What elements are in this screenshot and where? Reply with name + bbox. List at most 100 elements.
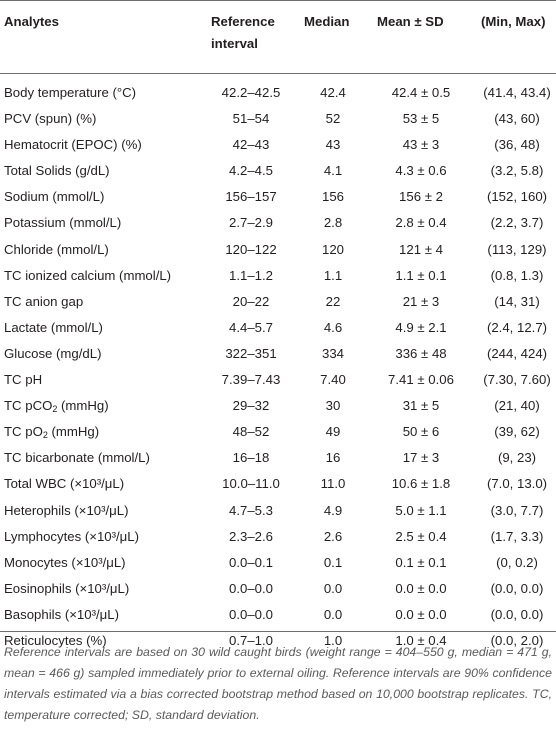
top-rule bbox=[0, 0, 556, 1]
cell-reference-interval: 120–122 bbox=[225, 241, 277, 257]
cell-reference-interval: 322–351 bbox=[225, 345, 277, 361]
cell-analyte: Hematocrit (EPOC) (%) bbox=[4, 137, 142, 153]
cell-median: 16 bbox=[325, 450, 341, 466]
table-container: Analytes Reference interval Median Mean … bbox=[0, 0, 556, 722]
cell-mean-sd: 0.0 ± 0.0 bbox=[395, 606, 447, 622]
cell-median: 4.9 bbox=[323, 502, 343, 518]
cell-analyte: Monocytes (×10³/μL) bbox=[4, 554, 126, 570]
cell-reference-interval: 42–43 bbox=[232, 137, 270, 153]
cell-reference-interval: 10.0–11.0 bbox=[222, 476, 280, 492]
cell-mean-sd: 1.0 ± 0.4 bbox=[395, 632, 447, 648]
cell-median: 43 bbox=[325, 137, 341, 153]
cell-median: 49 bbox=[325, 424, 341, 440]
table-row: Lymphocytes (×10³/μL) 2.3–2.6 2.6 2.5 ± 0.4… bbox=[0, 524, 556, 550]
cell-analyte-unit: (mmHg) bbox=[47, 424, 100, 440]
cell-min-max: (21, 40) bbox=[494, 398, 540, 414]
cell-analyte: TC bicarbonate (mmol/L) bbox=[4, 450, 150, 466]
cell-reference-interval: 2.3–2.6 bbox=[229, 528, 273, 544]
header-median: Median bbox=[304, 14, 350, 29]
cell-mean-sd: 42.4 ± 0.5 bbox=[391, 85, 451, 100]
cell-median: 2.8 bbox=[323, 215, 343, 231]
cell-min-max: (43, 60) bbox=[494, 111, 540, 127]
table-row: Glucose (mg/dL) 322–351 334 336 ± 48 (244, 4… bbox=[0, 341, 556, 367]
cell-reference-interval: 2.7–2.9 bbox=[229, 215, 273, 231]
cell-analyte: TC pO2 (mmHg) bbox=[4, 419, 99, 445]
table-row: Body temperature (°C) 42.2–42.5 42.4 42.4 ±… bbox=[0, 80, 556, 106]
cell-analyte: Basophils (×10³/μL) bbox=[4, 606, 119, 622]
cell-min-max: (113, 129) bbox=[487, 241, 547, 257]
cell-mean-sd: 53 ± 5 bbox=[402, 111, 440, 127]
cell-mean-sd: 31 ± 5 bbox=[402, 398, 440, 414]
cell-analyte: Lymphocytes (×10³/μL) bbox=[4, 528, 140, 544]
cell-reference-interval: 4.7–5.3 bbox=[229, 502, 273, 518]
cell-median: 0.0 bbox=[323, 580, 343, 596]
cell-analyte: Potassium (mmol/L) bbox=[4, 215, 122, 231]
cell-analyte: Chloride (mmol/L) bbox=[4, 241, 109, 257]
cell-median: 11.0 bbox=[320, 476, 346, 492]
cell-analyte: Sodium (mmol/L) bbox=[4, 189, 105, 205]
cell-analyte-unit: (mmHg) bbox=[57, 398, 109, 414]
table-row: Basophils (×10³/μL) 0.0–0.0 0.0 0.0 ± 0.0 (0… bbox=[0, 602, 556, 628]
cell-mean-sd: 10.6 ± 1.8 bbox=[391, 476, 451, 492]
cell-analyte-text: TC pO bbox=[4, 424, 43, 440]
cell-min-max: (244, 424) bbox=[486, 345, 548, 361]
table-row: TC pO2 (mmHg) 48–52 49 50 ± 6 (39, 62) bbox=[0, 419, 556, 445]
cell-min-max: (41.4, 43.4) bbox=[483, 85, 551, 100]
table-row: Eosinophils (×10³/μL) 0.0–0.0 0.0 0.0 ± 0.0… bbox=[0, 576, 556, 602]
table-row: Hematocrit (EPOC) (%) 42–43 43 43 ± 3 (36, 4… bbox=[0, 132, 556, 158]
cell-analyte: Body temperature (°C) bbox=[4, 85, 137, 100]
cell-analyte: Heterophils (×10³/μL) bbox=[4, 502, 129, 518]
cell-analyte: Total WBC (×10³/μL) bbox=[4, 476, 125, 492]
cell-median: 0.1 bbox=[323, 554, 343, 570]
cell-analyte: TC anion gap bbox=[4, 293, 84, 309]
cell-reference-interval: 51–54 bbox=[232, 111, 270, 127]
cell-min-max: (14, 31) bbox=[494, 293, 540, 309]
cell-min-max: (152, 160) bbox=[486, 189, 548, 205]
cell-mean-sd: 7.41 ± 0.06 bbox=[388, 372, 454, 388]
table-row: Chloride (mmol/L) 120–122 120 121 ± 4 (113, … bbox=[0, 237, 556, 263]
cell-median: 42.4 bbox=[320, 85, 346, 100]
cell-reference-interval: 0.7–1.0 bbox=[229, 632, 273, 648]
cell-mean-sd: 336 ± 48 bbox=[395, 345, 447, 361]
cell-median: 7.40 bbox=[320, 372, 346, 388]
cell-analyte: Glucose (mg/dL) bbox=[4, 345, 102, 361]
cell-reference-interval: 29–32 bbox=[232, 398, 270, 414]
cell-median: 52 bbox=[325, 111, 341, 127]
cell-reference-interval: 0.0–0.1 bbox=[229, 554, 273, 570]
cell-mean-sd: 2.8 ± 0.4 bbox=[395, 215, 447, 231]
cell-mean-sd: 5.0 ± 1.1 bbox=[395, 502, 447, 518]
cell-min-max: (0.0, 2.0) bbox=[490, 632, 544, 648]
table-row: Potassium (mmol/L) 2.7–2.9 2.8 2.8 ± 0.4 (2.… bbox=[0, 210, 556, 236]
cell-analyte: Total Solids (g/dL) bbox=[4, 163, 110, 179]
cell-reference-interval: 7.39–7.43 bbox=[221, 372, 281, 388]
cell-mean-sd: 21 ± 3 bbox=[402, 293, 440, 309]
table-header: Analytes Reference interval Median Mean … bbox=[0, 1, 556, 73]
cell-min-max: (0.0, 0.0) bbox=[490, 580, 544, 596]
bottom-rule bbox=[0, 631, 556, 632]
cell-analyte-text: TC pCO bbox=[4, 398, 53, 414]
table-row: Heterophils (×10³/μL) 4.7–5.3 4.9 5.0 ± 1.1… bbox=[0, 498, 556, 524]
cell-median: 1.0 bbox=[323, 632, 343, 648]
cell-mean-sd: 121 ± 4 bbox=[399, 241, 443, 257]
cell-analyte: PCV (spun) (%) bbox=[4, 111, 97, 127]
table-row: TC anion gap 20–22 22 21 ± 3 (14, 31) bbox=[0, 289, 556, 315]
cell-reference-interval: 1.1–1.2 bbox=[229, 267, 273, 283]
header-mean-sd: Mean ± SD bbox=[377, 14, 444, 29]
cell-analyte: Eosinophils (×10³/μL) bbox=[4, 580, 130, 596]
cell-min-max: (7.0, 13.0) bbox=[486, 476, 548, 492]
cell-median: 4.1 bbox=[323, 163, 343, 179]
cell-min-max: (0.8, 1.3) bbox=[490, 267, 544, 283]
cell-mean-sd: 156 ± 2 bbox=[399, 189, 443, 205]
cell-mean-sd: 1.1 ± 0.1 bbox=[395, 267, 447, 283]
cell-min-max: (3.2, 5.8) bbox=[490, 163, 544, 179]
header-reference-interval: Reference interval bbox=[211, 14, 275, 51]
cell-reference-interval: 4.2–4.5 bbox=[229, 163, 273, 179]
table-row: Lactate (mmol/L) 4.4–5.7 4.6 4.9 ± 2.1 (2.4,… bbox=[0, 315, 556, 341]
cell-mean-sd: 17 ± 3 bbox=[402, 450, 440, 466]
table-body: Body temperature (°C) 42.2–42.5 42.4 42.4 ±… bbox=[0, 74, 556, 648]
cell-min-max: (7.30, 7.60) bbox=[483, 372, 551, 388]
cell-analyte-subscript: 2 bbox=[42, 430, 48, 441]
cell-mean-sd: 2.5 ± 0.4 bbox=[395, 528, 447, 544]
cell-reference-interval: 156–157 bbox=[225, 189, 277, 205]
cell-reference-interval: 20–22 bbox=[232, 293, 270, 309]
